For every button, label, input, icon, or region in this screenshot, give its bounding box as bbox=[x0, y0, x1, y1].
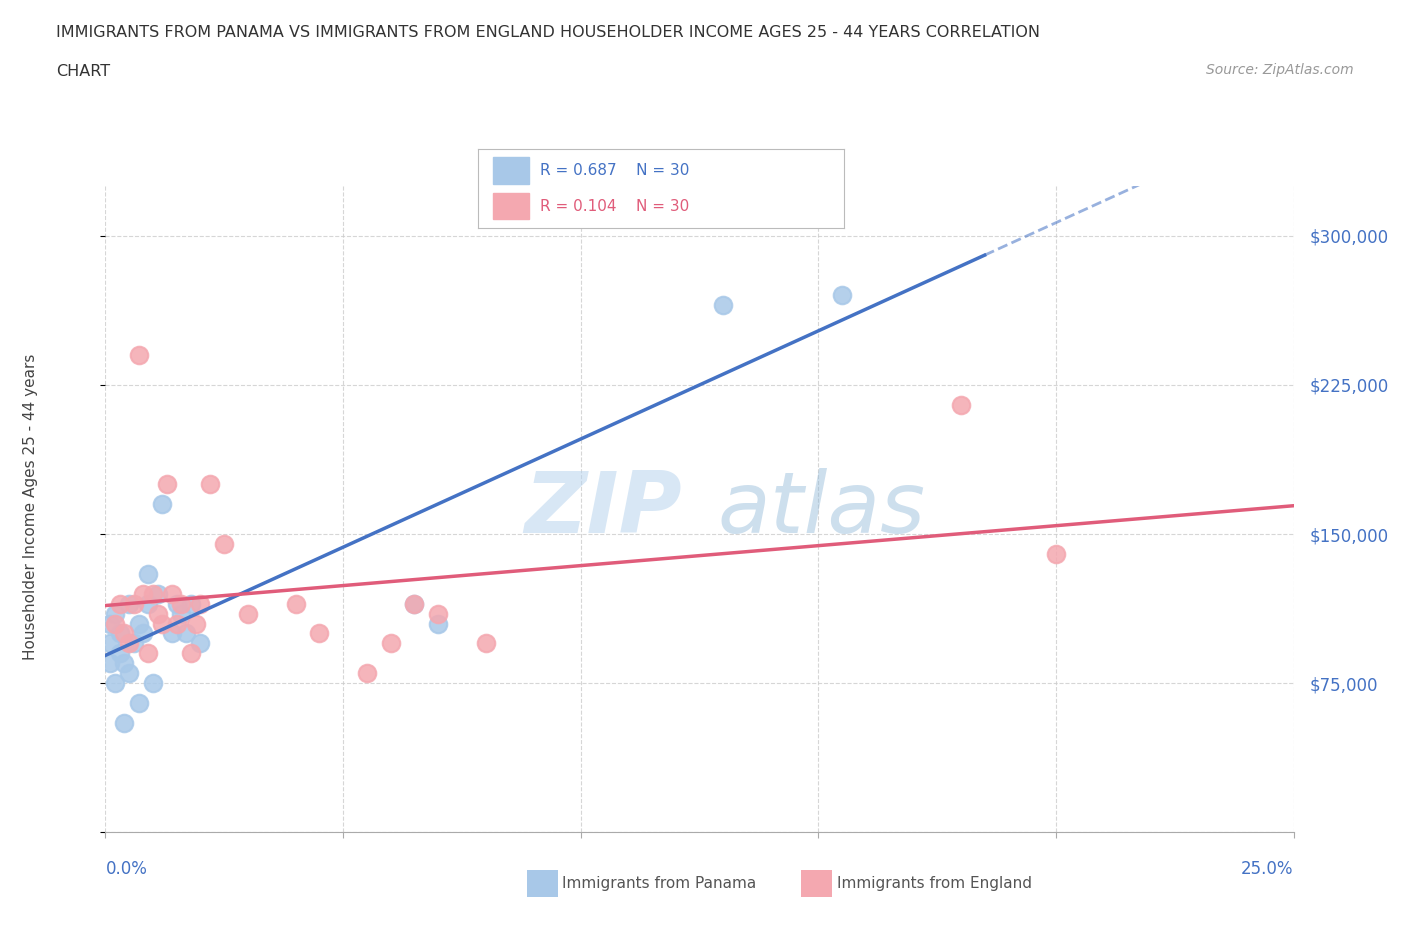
Text: Householder Income Ages 25 - 44 years: Householder Income Ages 25 - 44 years bbox=[24, 353, 38, 660]
Point bbox=[404, 596, 426, 611]
Text: ZIP: ZIP bbox=[524, 468, 682, 551]
Point bbox=[128, 616, 150, 631]
Point bbox=[118, 666, 141, 681]
Point bbox=[132, 626, 155, 641]
Point bbox=[122, 636, 145, 651]
Point bbox=[160, 586, 183, 601]
Point bbox=[104, 606, 127, 621]
Point bbox=[104, 616, 127, 631]
Point bbox=[160, 626, 183, 641]
Point bbox=[190, 596, 212, 611]
Point bbox=[427, 606, 450, 621]
Text: Source: ZipAtlas.com: Source: ZipAtlas.com bbox=[1206, 63, 1354, 77]
Point bbox=[1045, 547, 1067, 562]
Text: R = 0.104    N = 30: R = 0.104 N = 30 bbox=[540, 199, 689, 214]
Point bbox=[122, 596, 145, 611]
Point bbox=[136, 596, 159, 611]
Point bbox=[108, 596, 131, 611]
Point bbox=[118, 596, 141, 611]
Point bbox=[136, 646, 159, 661]
Text: 0.0%: 0.0% bbox=[105, 860, 148, 878]
Point bbox=[356, 666, 378, 681]
Point bbox=[146, 586, 169, 601]
Point bbox=[427, 616, 450, 631]
Text: atlas: atlas bbox=[717, 468, 925, 551]
Point bbox=[949, 397, 972, 412]
Point bbox=[180, 646, 202, 661]
Point bbox=[98, 616, 121, 631]
Point bbox=[190, 636, 212, 651]
Text: IMMIGRANTS FROM PANAMA VS IMMIGRANTS FROM ENGLAND HOUSEHOLDER INCOME AGES 25 - 4: IMMIGRANTS FROM PANAMA VS IMMIGRANTS FRO… bbox=[56, 25, 1040, 40]
Point bbox=[142, 676, 165, 691]
Point bbox=[174, 626, 197, 641]
Point bbox=[180, 596, 202, 611]
Point bbox=[114, 626, 136, 641]
Point bbox=[136, 566, 159, 581]
Point bbox=[128, 696, 150, 711]
Point bbox=[108, 646, 131, 661]
Point bbox=[142, 586, 165, 601]
Point bbox=[711, 298, 734, 312]
Point bbox=[380, 636, 402, 651]
Point bbox=[198, 477, 221, 492]
Point bbox=[152, 497, 174, 512]
Text: 25.0%: 25.0% bbox=[1241, 860, 1294, 878]
Point bbox=[236, 606, 259, 621]
Point bbox=[214, 537, 236, 551]
Point bbox=[156, 477, 179, 492]
Point bbox=[114, 715, 136, 730]
Text: R = 0.687    N = 30: R = 0.687 N = 30 bbox=[540, 163, 689, 178]
Bar bbox=[492, 193, 529, 219]
Text: CHART: CHART bbox=[56, 64, 110, 79]
Point bbox=[98, 636, 121, 651]
Point bbox=[114, 656, 136, 671]
Point bbox=[104, 676, 127, 691]
Text: Immigrants from Panama: Immigrants from Panama bbox=[562, 876, 756, 891]
Point bbox=[170, 606, 193, 621]
Point bbox=[118, 636, 141, 651]
Point bbox=[152, 616, 174, 631]
Point bbox=[184, 616, 207, 631]
Point bbox=[128, 348, 150, 363]
Text: Immigrants from England: Immigrants from England bbox=[837, 876, 1032, 891]
Point bbox=[166, 616, 188, 631]
Point bbox=[132, 586, 155, 601]
Point bbox=[308, 626, 330, 641]
Point bbox=[98, 656, 121, 671]
Point bbox=[831, 288, 853, 303]
Point bbox=[108, 626, 131, 641]
Point bbox=[404, 596, 426, 611]
Point bbox=[284, 596, 307, 611]
Point bbox=[170, 596, 193, 611]
Point bbox=[474, 636, 496, 651]
Point bbox=[146, 606, 169, 621]
Bar bbox=[492, 157, 529, 183]
Point bbox=[166, 596, 188, 611]
